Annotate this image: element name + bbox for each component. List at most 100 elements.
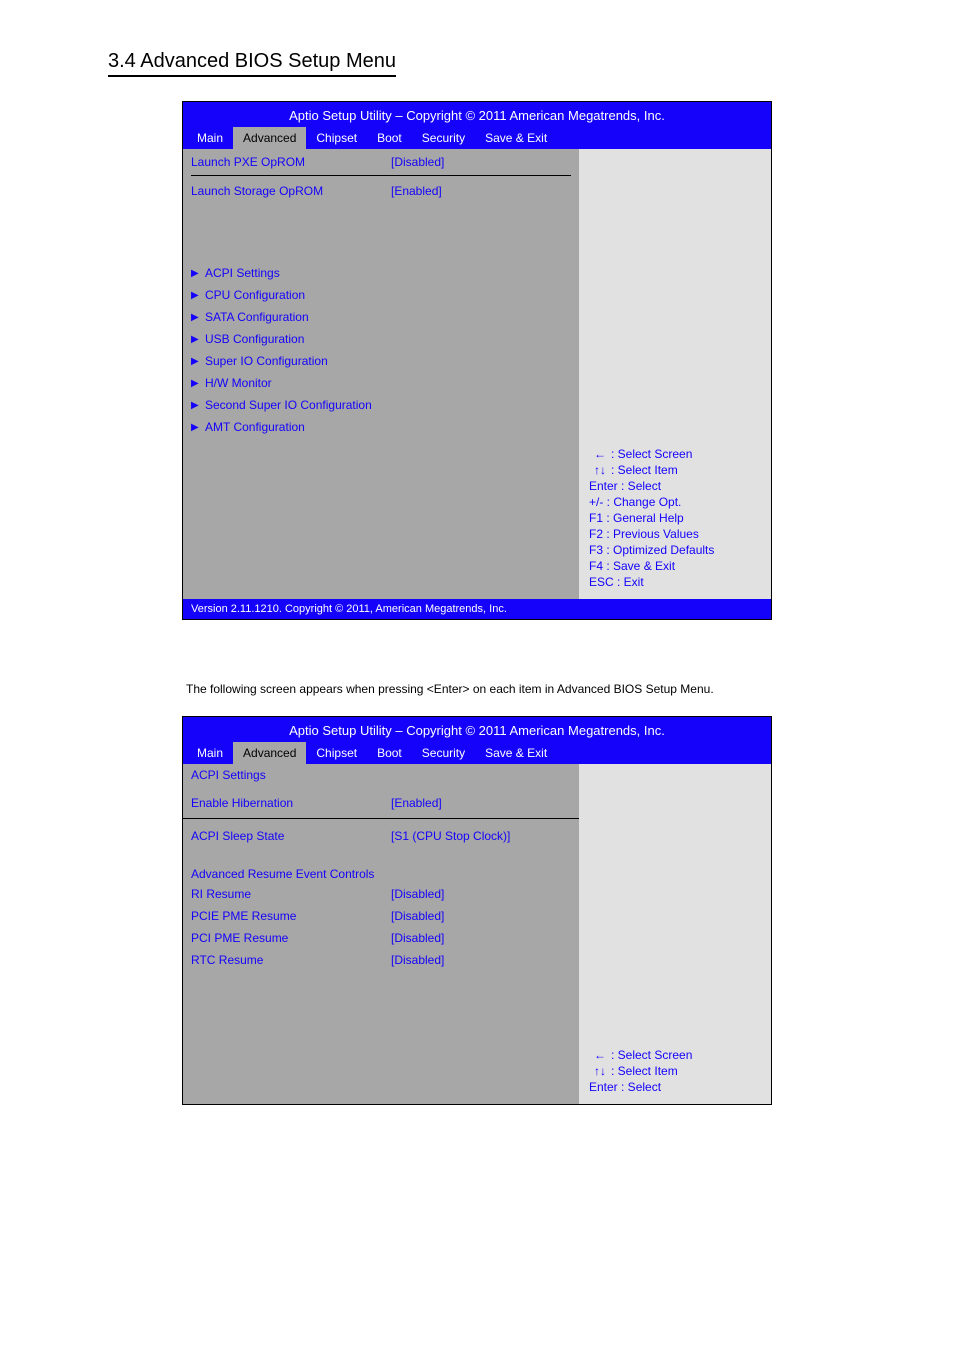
tab-save-exit[interactable]: Save & Exit [475, 742, 557, 764]
bios-panel-acpi: Aptio Setup Utility – Copyright © 2011 A… [182, 716, 772, 1105]
row-label: ACPI Settings [205, 266, 571, 280]
row-label: AMT Configuration [205, 420, 571, 434]
tab-security[interactable]: Security [412, 742, 475, 764]
help-line: Enter : Select [589, 1080, 761, 1094]
submenu-arrow-icon: ▶ [191, 334, 205, 345]
row-hw-monitor[interactable]: ▶ H/W Monitor [191, 372, 571, 394]
row-usb-config[interactable]: ▶ USB Configuration [191, 328, 571, 350]
help-line: F4 : Save & Exit [589, 559, 761, 573]
tab-chipset[interactable]: Chipset [306, 127, 367, 149]
tab-main[interactable]: Main [187, 742, 233, 764]
spacer [191, 202, 571, 262]
row-acpi-settings[interactable]: ▶ ACPI Settings [191, 262, 571, 284]
submenu-arrow-icon: ▶ [191, 400, 205, 411]
bios-tabs: Main Advanced Chipset Boot Security Save… [183, 742, 771, 764]
row-label: CPU Configuration [205, 288, 571, 302]
help-line: F2 : Previous Values [589, 527, 761, 541]
bios-rows: Enable Hibernation [Enabled] [183, 790, 579, 816]
tab-advanced[interactable]: Advanced [233, 742, 306, 764]
row-ri-resume[interactable]: RI Resume [Disabled] [191, 883, 571, 905]
row-label: RTC Resume [191, 953, 391, 967]
row-label: ACPI Sleep State [191, 829, 391, 843]
help-line: Enter : Select [589, 479, 761, 493]
submenu-arrow-icon: ▶ [191, 356, 205, 367]
footer-text: Version 2.11.1210. Copyright © 2011, Ame… [191, 603, 507, 615]
bios-rows: Launch PXE OpROM [Disabled] Launch Stora… [183, 149, 579, 440]
help-text: F1 : General Help [589, 511, 684, 525]
row-amt-config[interactable]: ▶ AMT Configuration [191, 416, 571, 438]
row-label: PCIE PME Resume [191, 909, 391, 923]
submenu-arrow-icon: ▶ [191, 422, 205, 433]
subheader: ACPI Settings [183, 764, 579, 784]
help-sym: ↑↓ [589, 463, 611, 477]
tab-boot[interactable]: Boot [367, 742, 412, 764]
separator [183, 818, 579, 819]
bios-left: Launch PXE OpROM [Disabled] Launch Stora… [183, 149, 579, 599]
help-line: F1 : General Help [589, 511, 761, 525]
row-acpi-sleep-state[interactable]: ACPI Sleep State [S1 (CPU Stop Clock)] [191, 825, 571, 847]
row-second-superio[interactable]: ▶ Second Super IO Configuration [191, 394, 571, 416]
row-value: [Disabled] [391, 887, 571, 901]
submenu-arrow-icon: ▶ [191, 378, 205, 389]
help-text: ESC : Exit [589, 575, 644, 589]
bios-body: ACPI Settings Enable Hibernation [Enable… [183, 764, 771, 1104]
help-text: : Select Screen [611, 447, 692, 461]
tab-advanced[interactable]: Advanced [233, 127, 306, 149]
bios-header: Aptio Setup Utility – Copyright © 2011 A… [183, 717, 771, 764]
tab-main[interactable]: Main [187, 127, 233, 149]
help-text: +/- : Change Opt. [589, 495, 681, 509]
bios-help-pane: ← : Select Screen ↑↓ : Select Item Enter… [579, 764, 771, 1104]
bios-rows: ACPI Sleep State [S1 (CPU Stop Clock)] A… [183, 823, 579, 973]
bios-footer: Version 2.11.1210. Copyright © 2011, Ame… [183, 599, 771, 619]
row-enable-hibernation[interactable]: Enable Hibernation [Enabled] [191, 792, 571, 814]
separator [191, 175, 571, 176]
row-cpu-config[interactable]: ▶ CPU Configuration [191, 284, 571, 306]
tab-save-exit[interactable]: Save & Exit [475, 127, 557, 149]
help-line: F3 : Optimized Defaults [589, 543, 761, 557]
help-line: ← : Select Screen [589, 1048, 761, 1062]
row-launch-storage[interactable]: Launch Storage OpROM [Enabled] [191, 180, 571, 202]
help-sym: ← [589, 1048, 611, 1062]
bios-help-pane: ← : Select Screen ↑↓ : Select Item Enter… [579, 149, 771, 599]
help-line: +/- : Change Opt. [589, 495, 761, 509]
section-title: 3.4 Advanced BIOS Setup Menu [108, 50, 396, 77]
row-sata-config[interactable]: ▶ SATA Configuration [191, 306, 571, 328]
row-value: [Disabled] [391, 931, 571, 945]
row-label: Super IO Configuration [205, 354, 571, 368]
row-value: [Enabled] [391, 796, 571, 810]
row-value: [S1 (CPU Stop Clock)] [391, 829, 571, 843]
row-label: Second Super IO Configuration [205, 398, 571, 412]
help-line: ← : Select Screen [589, 447, 761, 461]
tab-boot[interactable]: Boot [367, 127, 412, 149]
help-lines: ← : Select Screen ↑↓ : Select Item Enter… [589, 1046, 761, 1096]
bios-header-title: Aptio Setup Utility – Copyright © 2011 A… [183, 723, 771, 742]
tab-chipset[interactable]: Chipset [306, 742, 367, 764]
submenu-arrow-icon: ▶ [191, 268, 205, 279]
submenu-arrow-icon: ▶ [191, 312, 205, 323]
spacer [191, 847, 571, 865]
row-launch-pxe[interactable]: Launch PXE OpROM [Disabled] [191, 151, 571, 173]
submenu-arrow-icon: ▶ [191, 290, 205, 301]
help-lines: ← : Select Screen ↑↓ : Select Item Enter… [589, 445, 761, 591]
help-text: Enter : Select [589, 479, 661, 493]
help-text: : Select Screen [611, 1048, 692, 1062]
bios-body: Launch PXE OpROM [Disabled] Launch Stora… [183, 149, 771, 599]
row-label: USB Configuration [205, 332, 571, 346]
bios-header: Aptio Setup Utility – Copyright © 2011 A… [183, 102, 771, 149]
help-line: ↑↓ : Select Item [589, 463, 761, 477]
row-rtc-resume[interactable]: RTC Resume [Disabled] [191, 949, 571, 971]
tab-security[interactable]: Security [412, 127, 475, 149]
help-text: Enter : Select [589, 1080, 661, 1094]
help-text: : Select Item [611, 1064, 678, 1078]
bios-tabs: Main Advanced Chipset Boot Security Save… [183, 127, 771, 149]
help-text: F2 : Previous Values [589, 527, 699, 541]
row-pci-pme-resume[interactable]: PCI PME Resume [Disabled] [191, 927, 571, 949]
help-text: F3 : Optimized Defaults [589, 543, 714, 557]
help-text: : Select Item [611, 463, 678, 477]
help-line: ↑↓ : Select Item [589, 1064, 761, 1078]
row-label: Launch Storage OpROM [191, 184, 391, 198]
row-value: [Disabled] [391, 909, 571, 923]
row-pcie-pme-resume[interactable]: PCIE PME Resume [Disabled] [191, 905, 571, 927]
help-sym: ← [589, 447, 611, 461]
row-superio-config[interactable]: ▶ Super IO Configuration [191, 350, 571, 372]
